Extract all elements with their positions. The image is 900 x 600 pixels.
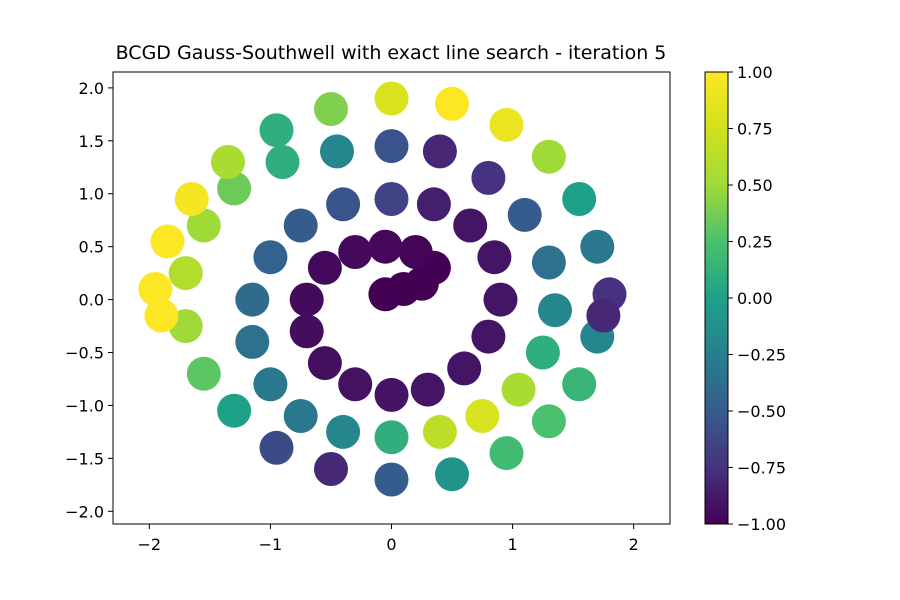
scatter-point xyxy=(374,182,409,216)
scatter-point xyxy=(453,208,488,243)
scatter-point xyxy=(211,145,245,179)
scatter-point xyxy=(489,107,524,142)
y-tick-label: 2.0 xyxy=(79,79,104,98)
scatter-point xyxy=(410,372,445,407)
scatter-point xyxy=(525,335,560,370)
scatter-point xyxy=(289,314,324,349)
y-tick-label: −0.5 xyxy=(65,344,104,363)
scatter-point xyxy=(217,393,252,428)
scatter-point xyxy=(265,145,300,179)
scatter-point xyxy=(174,182,209,216)
scatter-point xyxy=(168,256,203,291)
scatter-point xyxy=(507,197,542,232)
x-tick-label: −1 xyxy=(259,535,283,554)
scatter-point xyxy=(531,245,566,280)
x-tick-label: 1 xyxy=(507,535,517,554)
scatter-point xyxy=(144,298,179,333)
colorbar xyxy=(704,71,729,525)
x-tick-label: −2 xyxy=(138,535,162,554)
y-tick-label: 1.5 xyxy=(79,132,104,151)
colorbar-tick-label: 0.50 xyxy=(737,176,773,195)
colorbar-tick-label: 1.00 xyxy=(737,63,773,82)
scatter-point xyxy=(326,414,361,449)
x-axis: −2 −1 0 1 2 xyxy=(138,524,639,554)
scatter-point xyxy=(374,129,409,164)
scatter-point xyxy=(501,372,536,407)
scatter-point xyxy=(217,171,252,206)
colorbar-tick-label: 0.25 xyxy=(737,233,773,252)
scatter-point xyxy=(374,462,409,497)
scatter-point xyxy=(307,346,342,381)
scatter-point xyxy=(416,187,451,222)
scatter-point xyxy=(150,224,185,259)
scatter-point xyxy=(338,367,373,402)
y-tick-label: 0.0 xyxy=(79,291,104,310)
scatter-point xyxy=(538,293,572,328)
scatter-point xyxy=(471,160,506,195)
colorbar-tick-label: 0.75 xyxy=(737,120,773,139)
scatter-point xyxy=(138,272,173,306)
scatter-point xyxy=(283,208,318,243)
scatter-point xyxy=(374,420,409,455)
scatter-point xyxy=(338,235,373,269)
scatter-point xyxy=(259,113,294,148)
scatter-point xyxy=(186,208,221,243)
x-tick-label: 0 xyxy=(386,535,396,554)
x-tick-label: 2 xyxy=(629,535,639,554)
scatter-point xyxy=(307,250,342,285)
chart-title: BCGD Gauss-Southwell with exact line sea… xyxy=(116,42,667,64)
y-tick-label: −2.0 xyxy=(65,502,104,521)
scatter-points xyxy=(138,81,627,497)
scatter-point xyxy=(235,324,270,359)
colorbar-axis: −1.00 −0.75 −0.50 −0.25 0.00 0.25 0.50 0.75 1.00 xyxy=(728,63,786,534)
y-tick-label: −1.0 xyxy=(65,396,104,415)
colorbar-tick-label: −0.25 xyxy=(737,346,786,365)
scatter-point xyxy=(531,404,566,439)
y-axis: −2.0 −1.5 −1.0 −0.5 0.0 0.5 1.0 1.5 2.0 xyxy=(65,79,113,521)
scatter-point xyxy=(562,367,597,402)
scatter-point xyxy=(422,134,457,169)
scatter-point xyxy=(368,229,403,264)
scatter-point xyxy=(314,452,348,486)
scatter-point xyxy=(186,356,221,391)
scatter-point xyxy=(471,319,506,354)
scatter-point xyxy=(374,377,409,412)
scatter-point xyxy=(586,298,621,333)
y-tick-label: −1.5 xyxy=(65,449,104,468)
scatter-point xyxy=(435,86,469,121)
scatter-point xyxy=(580,229,615,264)
scatter-point xyxy=(489,436,524,471)
scatter-point xyxy=(447,351,482,386)
scatter-point xyxy=(435,457,469,492)
scatter-point xyxy=(422,414,457,449)
scatter-point xyxy=(283,399,318,433)
scatter-point xyxy=(326,187,361,222)
scatter-point xyxy=(531,139,566,174)
colorbar-tick-label: −0.50 xyxy=(737,402,786,421)
colorbar-tick-label: −0.75 xyxy=(737,459,786,478)
scatter-point xyxy=(253,367,288,402)
scatter-point xyxy=(289,282,324,317)
scatter-point xyxy=(483,282,518,317)
colorbar-tick-label: −1.00 xyxy=(737,515,786,534)
scatter-point xyxy=(253,240,288,275)
y-tick-label: 0.5 xyxy=(79,238,104,257)
scatter-point xyxy=(562,182,597,216)
scatter-point xyxy=(374,81,409,116)
colorbar-tick-label: 0.00 xyxy=(737,289,773,308)
scatter-point xyxy=(320,134,354,169)
scatter-point xyxy=(477,240,512,275)
scatter-point xyxy=(465,399,500,433)
scatter-point xyxy=(398,235,433,269)
scatter-point xyxy=(259,430,294,465)
scatter-point xyxy=(235,282,270,317)
scatter-point xyxy=(314,92,348,126)
y-tick-label: 1.0 xyxy=(79,185,104,204)
